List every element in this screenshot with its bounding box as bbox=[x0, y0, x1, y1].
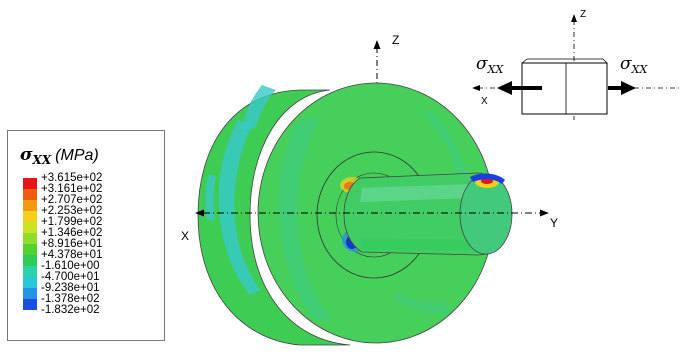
legend-swatch bbox=[23, 200, 37, 211]
shaft-cold-spot bbox=[470, 173, 505, 184]
legend-swatch bbox=[23, 178, 37, 189]
legend-title: σXX (MPa) bbox=[20, 145, 99, 167]
y-axis-label: Y bbox=[550, 216, 559, 230]
inset-x-label: X bbox=[481, 96, 488, 107]
inset-left-arrowhead bbox=[497, 81, 512, 95]
inset-right-stress-subscript: XX bbox=[631, 63, 648, 76]
inset-left-stress-subscript: XX bbox=[487, 63, 504, 76]
inset-right-stress-label: σXX bbox=[620, 54, 647, 76]
inset-left-stress-symbol: σ bbox=[476, 54, 488, 74]
legend-level-label: +3.615e+02 bbox=[41, 172, 103, 184]
z-axis-arrow bbox=[373, 40, 381, 49]
legend-symbol: σ bbox=[20, 145, 33, 165]
wheel-face-shade-3 bbox=[395, 292, 450, 315]
legend-swatch bbox=[23, 233, 37, 244]
wheel-rim-band bbox=[218, 120, 260, 295]
legend-swatch bbox=[23, 255, 37, 266]
legend-level-label: +2.707e+02 bbox=[41, 194, 103, 206]
wheel-face-shade bbox=[279, 118, 330, 320]
inset-x-arrow bbox=[472, 85, 480, 91]
legend-swatch bbox=[23, 277, 37, 288]
legend-swatch bbox=[23, 222, 37, 233]
legend-level-label: -9.238e+01 bbox=[41, 282, 100, 294]
legend-swatch bbox=[23, 266, 37, 277]
shaft-hot-spot-core bbox=[481, 178, 493, 184]
legend-swatch bbox=[23, 244, 37, 255]
legend-swatch bbox=[23, 211, 37, 222]
legend-swatch bbox=[23, 299, 37, 310]
z-axis-label: Z bbox=[392, 33, 400, 47]
wheel-rim-band-3 bbox=[205, 175, 216, 220]
legend-labels: +3.615e+02 +3.161e+02 +2.707e+02 +2.253e+02… bbox=[41, 172, 103, 316]
inset-right-arrowhead bbox=[621, 81, 636, 95]
legend-level-label: -1.378e+02 bbox=[41, 293, 100, 305]
legend-level-label: +8.916e+01 bbox=[41, 238, 103, 250]
stress-legend: σXX (MPa) +3.615e+02 +3.161e+02 +2.707e+02 +… bbox=[7, 130, 165, 341]
x-axis-arrow bbox=[195, 209, 204, 217]
legend-level-label: -1.610e+00 bbox=[41, 260, 100, 272]
legend-level-label: -1.832e+02 bbox=[41, 304, 100, 316]
legend-level-label: +2.253e+02 bbox=[41, 205, 103, 217]
inset-left-stress-label: σXX bbox=[476, 54, 503, 76]
shaft-lower-band bbox=[360, 238, 470, 250]
legend-level-label: -4.700e+01 bbox=[41, 271, 100, 283]
inset-z-arrow bbox=[571, 14, 577, 22]
legend-level-label: +1.799e+02 bbox=[41, 216, 103, 228]
inset-right-stress-symbol: σ bbox=[620, 54, 632, 74]
legend-swatch bbox=[23, 189, 37, 200]
inset-block-top-edge bbox=[521, 58, 528, 64]
legend-color-bar bbox=[23, 178, 37, 310]
x-axis-label: X bbox=[181, 229, 190, 243]
inset-z-label: Z bbox=[580, 9, 587, 20]
legend-level-label: +4.378e+01 bbox=[41, 249, 103, 261]
legend-level-label: +1.346e+02 bbox=[41, 227, 103, 239]
y-axis-arrow bbox=[540, 209, 549, 217]
wheel-rim-band-2 bbox=[242, 85, 276, 130]
legend-swatch bbox=[23, 288, 37, 299]
legend-subscript: XX bbox=[32, 153, 52, 167]
inset-block-top-edge-2 bbox=[602, 58, 608, 64]
shaft-highlight bbox=[360, 184, 470, 202]
legend-level-label: +3.161e+02 bbox=[41, 183, 103, 195]
legend-unit: (MPa) bbox=[55, 147, 99, 164]
